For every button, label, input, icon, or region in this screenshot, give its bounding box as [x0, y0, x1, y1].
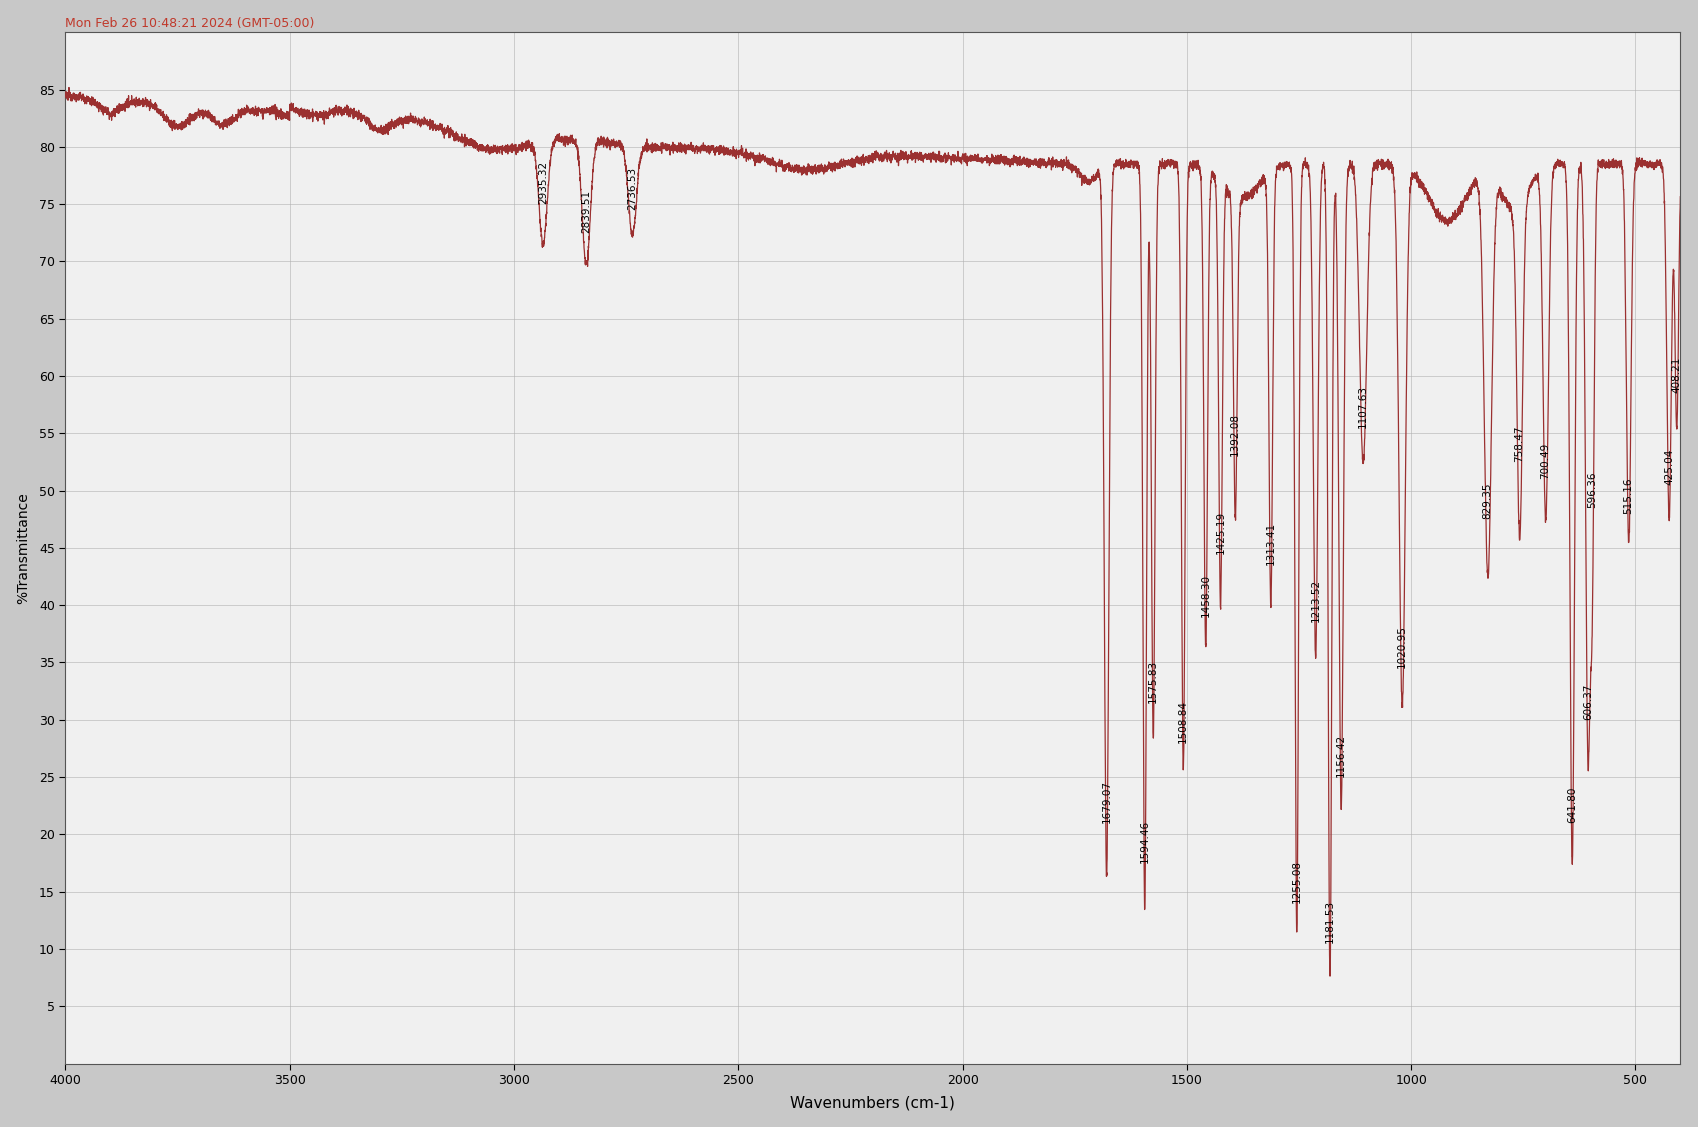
Text: 515.16: 515.16 — [1623, 477, 1633, 514]
Text: 1255.08: 1255.08 — [1290, 860, 1301, 903]
Text: 1458.30: 1458.30 — [1200, 574, 1211, 616]
Text: 1213.52: 1213.52 — [1309, 579, 1319, 622]
Text: 641.80: 641.80 — [1566, 787, 1576, 823]
Text: 408.21: 408.21 — [1671, 357, 1681, 393]
Text: 2839.51: 2839.51 — [581, 189, 591, 233]
Text: 596.36: 596.36 — [1586, 471, 1596, 508]
Text: Mon Feb 26 10:48:21 2024 (GMT-05:00): Mon Feb 26 10:48:21 2024 (GMT-05:00) — [66, 17, 314, 29]
Text: 1020.95: 1020.95 — [1396, 625, 1406, 668]
Text: 1575.83: 1575.83 — [1148, 659, 1158, 702]
Text: 1425.19: 1425.19 — [1214, 511, 1224, 553]
Text: 1679.07: 1679.07 — [1100, 780, 1110, 823]
Text: 2935.32: 2935.32 — [538, 161, 548, 204]
Text: 606.37: 606.37 — [1583, 683, 1591, 720]
X-axis label: Wavenumbers (cm-1): Wavenumbers (cm-1) — [790, 1095, 954, 1110]
Text: 2736.53: 2736.53 — [627, 167, 637, 210]
Y-axis label: %Transmittance: %Transmittance — [17, 492, 31, 604]
Text: 1313.41: 1313.41 — [1265, 522, 1275, 565]
Text: 1107.63: 1107.63 — [1357, 384, 1367, 427]
Text: 829.35: 829.35 — [1482, 482, 1493, 520]
Text: 1508.84: 1508.84 — [1177, 700, 1187, 743]
Text: 758.47: 758.47 — [1513, 426, 1523, 462]
Text: 700.49: 700.49 — [1540, 443, 1550, 479]
Text: 1392.08: 1392.08 — [1229, 414, 1240, 456]
Text: 425.04: 425.04 — [1662, 449, 1673, 485]
Text: 1181.53: 1181.53 — [1324, 900, 1335, 943]
Text: 1156.42: 1156.42 — [1335, 734, 1345, 778]
Text: 1594.46: 1594.46 — [1139, 820, 1150, 863]
